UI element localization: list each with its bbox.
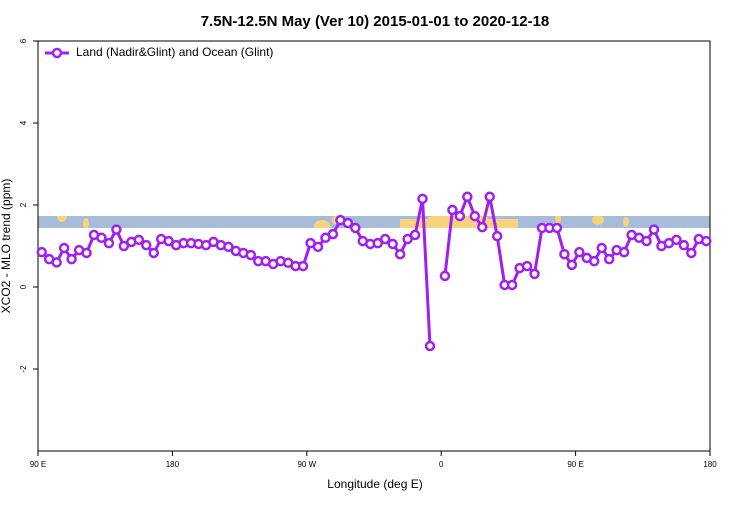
data-point (133, 234, 145, 246)
data-point (484, 191, 495, 203)
data-point (447, 204, 458, 216)
data-point (387, 238, 398, 250)
data-point (36, 246, 47, 258)
data-point (469, 210, 481, 222)
data-point (66, 253, 77, 265)
data-point (521, 260, 533, 272)
data-point (81, 247, 92, 259)
data-point (589, 255, 600, 267)
data-point (454, 210, 466, 222)
data-point (342, 217, 354, 229)
legend-label: Land (Nadir&Glint) and Ocean (Glint) (76, 45, 273, 59)
data-point (223, 241, 234, 253)
data-point (51, 257, 62, 268)
data-point (641, 235, 652, 247)
data-point (506, 279, 518, 291)
data-point (417, 193, 428, 205)
data-point (350, 222, 361, 234)
y-axis-label: XCO2 - MLO trend (ppm) (0, 179, 13, 314)
y-tick-label: 2 (19, 202, 28, 207)
data-point (409, 229, 421, 241)
data-point (394, 248, 406, 260)
data-point (566, 259, 578, 271)
y-tick-label: 4 (19, 120, 28, 125)
data-point (245, 249, 257, 261)
data-point (491, 230, 503, 242)
data-point (402, 233, 413, 245)
data-point (559, 248, 570, 260)
data-point (424, 340, 436, 352)
data-point (477, 221, 488, 233)
data-point (372, 237, 383, 249)
x-axis-label: Longitude (deg E) (327, 477, 422, 491)
legend-marker (51, 47, 63, 59)
data-point (58, 242, 70, 254)
data-point (701, 235, 712, 247)
data-point (648, 224, 660, 235)
x-tick-label: 180 (703, 460, 717, 469)
data-point (379, 233, 391, 245)
data-point (103, 237, 115, 249)
x-tick-label: 90 E (30, 460, 46, 469)
data-point (118, 240, 130, 252)
data-point (96, 232, 107, 244)
y-tick-label: 6 (19, 38, 28, 43)
y-tick-label: 0 (19, 284, 28, 289)
data-point (551, 222, 563, 234)
data-point (596, 242, 607, 254)
data-point (618, 246, 630, 258)
data-point (163, 235, 174, 247)
data-point (574, 246, 585, 258)
data-point (439, 270, 451, 282)
data-point (141, 239, 152, 251)
x-tick-label: 90 E (567, 460, 583, 469)
x-tick-label: 180 (166, 460, 180, 469)
data-point (462, 191, 473, 203)
data-point (603, 253, 615, 265)
data-point (297, 260, 309, 272)
x-tick-label: 90 W (297, 460, 316, 469)
data-point (671, 234, 682, 246)
data-point (148, 247, 159, 259)
y-tick-label: -2 (19, 365, 28, 373)
data-point (686, 247, 697, 259)
chart-title: 7.5N-12.5N May (Ver 10) 2015-01-01 to 20… (201, 13, 550, 30)
data-point (529, 268, 540, 280)
data-point (678, 239, 690, 251)
x-tick-label: 0 (439, 460, 444, 469)
plot-frame (37, 40, 711, 452)
data-point (111, 224, 122, 235)
data-point (327, 228, 339, 240)
map-strip (38, 216, 710, 228)
data-point (312, 241, 324, 253)
